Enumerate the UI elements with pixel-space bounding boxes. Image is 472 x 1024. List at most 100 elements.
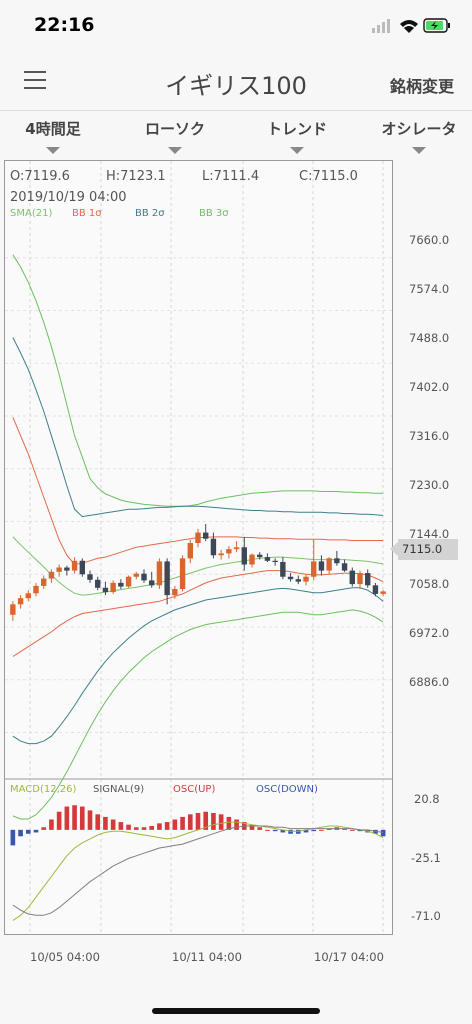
change-symbol-button[interactable]: 銘柄変更 [389, 77, 454, 96]
candle-body [257, 554, 263, 558]
candle-body [203, 532, 209, 539]
candle-body [79, 560, 85, 575]
candle-body [41, 578, 47, 586]
macd-osc-bar [64, 806, 70, 830]
signal-line [12, 825, 384, 916]
candle-body [110, 582, 116, 593]
candle-body [164, 561, 170, 596]
bb-lower-2sigma-line [12, 587, 384, 745]
status-bar: 22:16 [0, 0, 472, 56]
candle-body [33, 585, 39, 594]
page-title: イギリス100 [165, 72, 307, 100]
ohlc-open: O:7119.6 [10, 169, 70, 184]
macd-osc-bar [295, 829, 301, 834]
price-axis-label: 6972.0 [409, 626, 450, 640]
candle-body [334, 558, 340, 564]
macd-osc-bar [87, 810, 93, 830]
current-price-marker: 7115.0 [390, 539, 458, 560]
macd-osc-bar [118, 822, 124, 830]
candle-body [241, 547, 247, 565]
macd-osc-bar [195, 813, 201, 830]
candle-body [179, 558, 186, 589]
candle-body [380, 591, 386, 594]
macd-osc-bar [180, 816, 185, 830]
macd-osc-bar [326, 828, 332, 830]
macd-osc-bar [257, 827, 263, 830]
macd-osc-bar [319, 829, 324, 831]
tab-chart-type[interactable]: ローソク [138, 118, 212, 154]
macd-osc-bar [265, 829, 270, 831]
bb-upper-2sigma-line [12, 337, 384, 518]
macd-osc-bar [72, 805, 77, 830]
macd-osc-bar [95, 814, 101, 830]
legend-sma: SMA(21) [10, 208, 53, 219]
candle-body [264, 557, 271, 561]
candle-body [349, 570, 355, 585]
candle-body [326, 558, 332, 571]
candle-body [56, 567, 62, 572]
tab-oscillator[interactable]: オシレータ [374, 118, 464, 154]
price-axis-label: 7402.0 [409, 380, 450, 394]
nav-bar: イギリス100 銘柄変更 [0, 56, 472, 111]
bb-upper-3sigma-line [12, 254, 384, 507]
candle-body [210, 538, 217, 556]
tab-timeframe[interactable]: 4時間足 [22, 118, 84, 154]
date-axis-label: 10/17 04:00 [314, 950, 384, 964]
macd-osc-bar [373, 829, 378, 834]
price-axis-label: 7316.0 [409, 429, 450, 443]
status-icons [372, 16, 452, 40]
legend-macd: MACD(12,26) [10, 784, 77, 795]
hamburger-menu-icon[interactable] [24, 71, 46, 91]
candle-body [311, 561, 317, 577]
macd-osc-bar [56, 811, 62, 830]
tab-label: ローソク [144, 120, 205, 138]
price-axis-label: 7058.0 [409, 577, 450, 591]
macd-osc-bar [79, 806, 85, 830]
bb-lower-3sigma-line [12, 609, 384, 820]
dropdown-arrow-icon [46, 147, 60, 154]
dropdown-arrow-icon [290, 147, 304, 154]
candle-body [372, 585, 379, 594]
candle-body [95, 579, 101, 588]
legend-bb3: BB 3σ [199, 208, 229, 219]
macd-osc-bar [249, 824, 255, 830]
legend-signal: SIGNAL(9) [93, 784, 145, 795]
price-chart[interactable] [5, 161, 392, 934]
candle-body [25, 593, 31, 599]
dropdown-arrow-icon [412, 147, 426, 154]
tab-trend[interactable]: トレンド [260, 118, 334, 154]
price-axis-label: 7660.0 [409, 233, 450, 247]
macd-osc-bar [218, 814, 224, 830]
candle-body [125, 576, 132, 587]
status-time: 22:16 [34, 14, 95, 36]
macd-osc-bar [103, 816, 108, 830]
macd-osc-bar [280, 829, 286, 833]
price-axis-label: 6886.0 [409, 675, 450, 689]
candle-body [195, 532, 201, 543]
dropdown-arrow-icon [168, 147, 182, 154]
home-indicator [152, 1008, 320, 1014]
macd-osc-bar [187, 814, 193, 830]
legend-osc-down: OSC(DOWN) [256, 784, 318, 795]
macd-osc-bar [288, 829, 293, 834]
tab-label: 4時間足 [25, 120, 81, 138]
chart-options-bar: 4時間足 ローソク トレンド オシレータ [0, 110, 472, 160]
macd-osc-bar [203, 811, 209, 830]
candle-body [17, 598, 24, 605]
candle-body [102, 587, 109, 593]
chart-area[interactable]: O:7119.6 H:7123.1 L:7111.4 C:7115.0 2019… [4, 160, 393, 935]
macd-osc-bar [141, 827, 147, 830]
macd-osc-bar [126, 824, 131, 830]
macd-osc-bar [49, 819, 54, 830]
macd-osc-bar [25, 829, 31, 834]
candle-body [226, 549, 232, 554]
candle-body [218, 553, 224, 556]
candle-body [303, 576, 309, 582]
macd-osc-bar [172, 819, 178, 830]
signal-wifi-battery-icon [372, 18, 450, 33]
date-axis-label: 10/05 04:00 [30, 950, 100, 964]
candle-body [249, 554, 255, 565]
macd-osc-bar [272, 829, 278, 832]
ohlc-low: L:7111.4 [202, 169, 260, 184]
macd-osc-bar [41, 827, 47, 830]
